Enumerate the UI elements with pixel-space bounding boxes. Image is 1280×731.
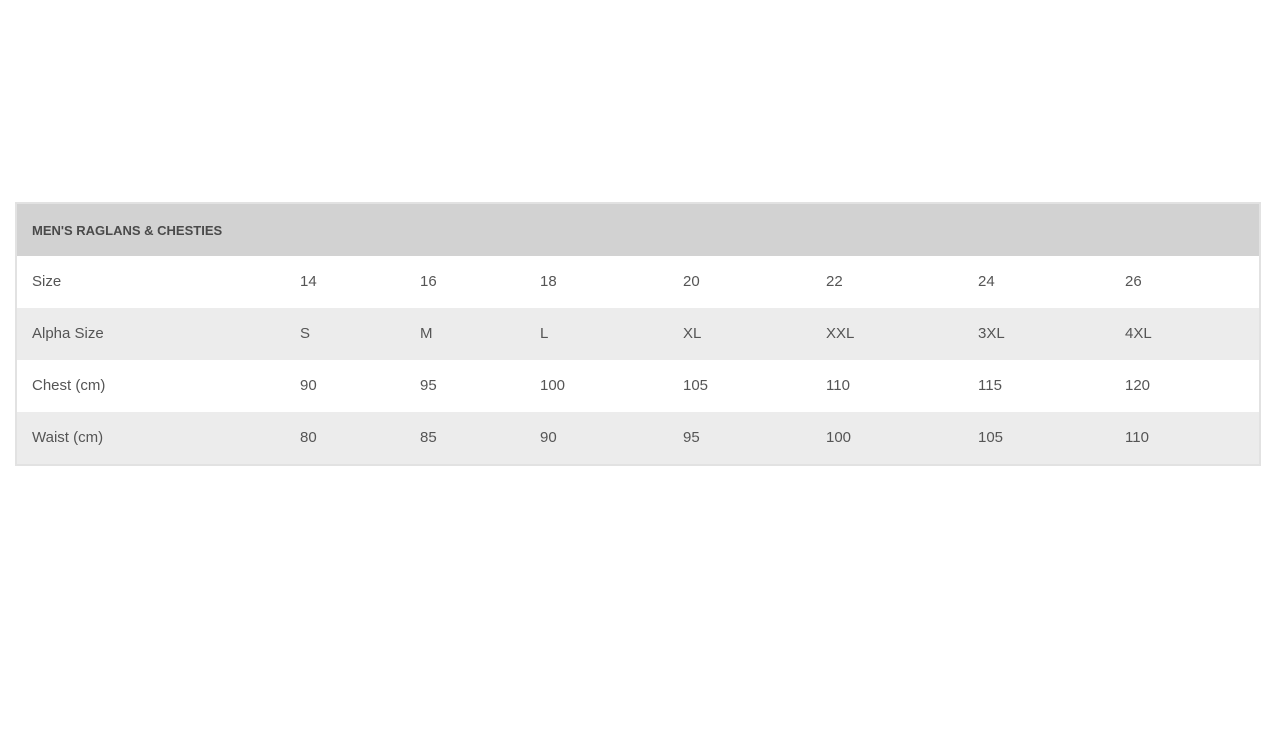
row-label: Chest (cm): [32, 377, 106, 394]
table-cell: 14: [300, 273, 317, 290]
table-cell: 115: [978, 377, 1002, 394]
table-cell: XXL: [826, 325, 855, 342]
row-label: Alpha Size: [32, 325, 104, 342]
table-cell: S: [300, 325, 311, 342]
table-title-row: MEN'S RAGLANS & CHESTIES: [17, 204, 1259, 256]
table-cell: 105: [978, 429, 1004, 446]
table-cell: M: [420, 325, 433, 342]
table-row-waist: Waist (cm) 80 85 90 95 100 105 110: [17, 412, 1259, 464]
table-cell: 85: [420, 429, 437, 446]
table-cell: 22: [826, 273, 843, 290]
table-cell: 4XL: [1125, 325, 1152, 342]
table-cell: L: [540, 325, 549, 342]
table-cell: 24: [978, 273, 995, 290]
table-cell: 95: [420, 377, 437, 394]
table-cell: 26: [1125, 273, 1142, 290]
size-chart-table: MEN'S RAGLANS & CHESTIES Size 14 16 18 20 22 2…: [15, 202, 1261, 466]
table-cell: 80: [300, 429, 317, 446]
table-cell: 18: [540, 273, 557, 290]
table-cell: 120: [1125, 377, 1151, 394]
table-cell: 3XL: [978, 325, 1005, 342]
row-label: Waist (cm): [32, 429, 104, 446]
table-cell: 95: [683, 429, 700, 446]
table-cell: 16: [420, 273, 437, 290]
table-title: MEN'S RAGLANS & CHESTIES: [32, 223, 223, 238]
table-cell: 90: [300, 377, 317, 394]
table-row-alpha-size: Alpha Size S M L XL XXL 3XL 4XL: [17, 308, 1259, 360]
table-cell: 90: [540, 429, 557, 446]
table-cell: 100: [540, 377, 566, 394]
table-cell: 100: [826, 429, 852, 446]
table-row-chest: Chest (cm) 90 95 100 105 110 115 120: [17, 360, 1259, 412]
table-cell: 105: [683, 377, 709, 394]
table-cell: 20: [683, 273, 700, 290]
table-row-size: Size 14 16 18 20 22 24 26: [17, 256, 1259, 308]
row-label: Size: [32, 273, 62, 290]
table-cell: 110: [826, 377, 850, 394]
table-cell: 110: [1125, 429, 1149, 446]
table-cell: XL: [683, 325, 702, 342]
